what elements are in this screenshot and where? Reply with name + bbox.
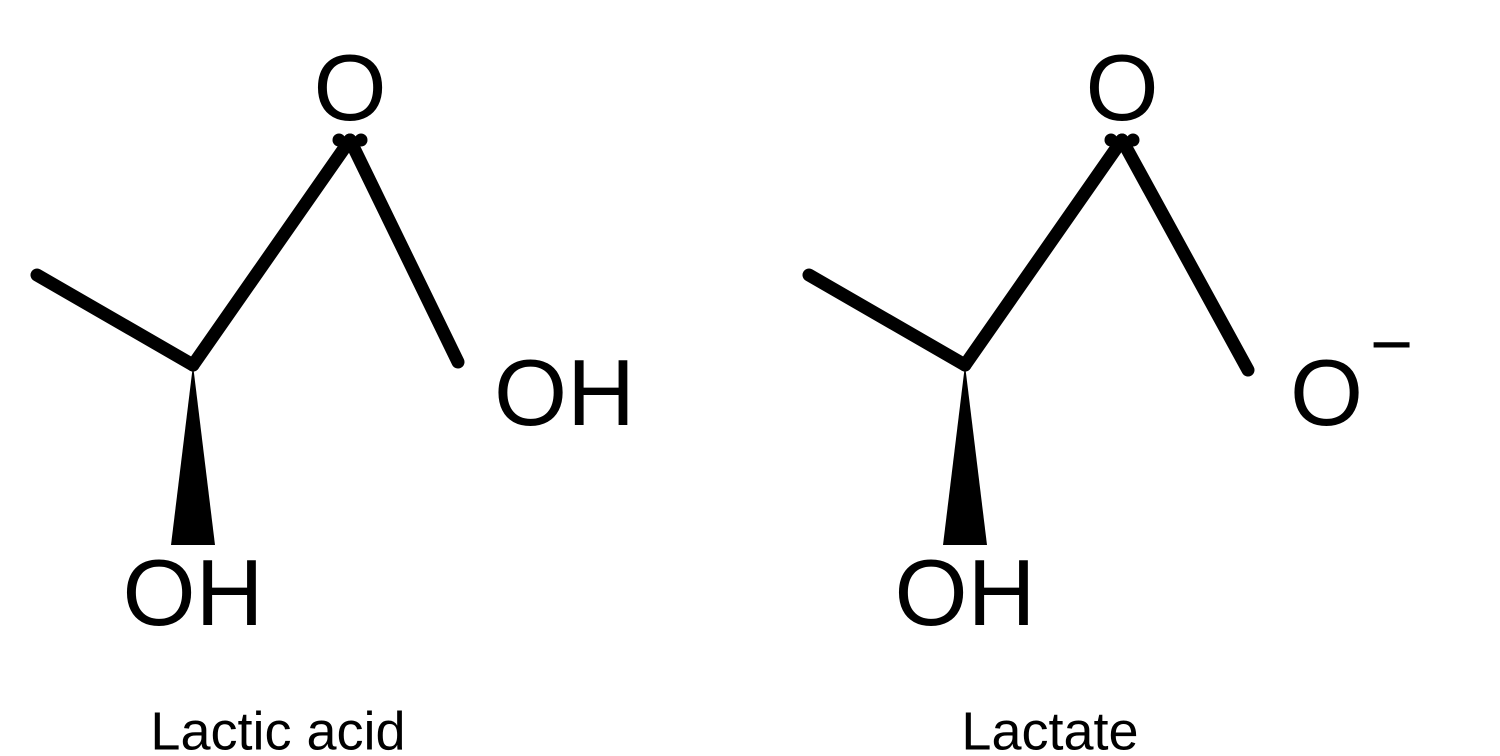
bond-c-top-c-mid <box>965 140 1122 365</box>
lactate: O O OH − Lactate <box>809 35 1413 756</box>
atom-O-double: O <box>313 35 386 140</box>
lactate-caption: Lactate <box>961 701 1138 756</box>
bond-c-top-o-right <box>350 140 458 362</box>
atom-OH-down: OH <box>895 540 1036 645</box>
bond-c-top-c-mid <box>193 140 350 365</box>
chemical-structure-diagram: O OH OH Lactic acid O O OH − Lactate <box>0 0 1500 756</box>
atom-O-right: OH <box>494 340 635 445</box>
bond-c-top-o-right <box>1122 140 1248 370</box>
wedge-bond <box>171 365 215 545</box>
atom-OH-down: OH <box>123 540 264 645</box>
atom-O-right: O <box>1290 340 1363 445</box>
lactic-acid-caption: Lactic acid <box>150 701 405 756</box>
atom-O-double: O <box>1085 35 1158 140</box>
wedge-bond <box>943 365 987 545</box>
bond-c-mid-ch3 <box>809 275 965 365</box>
bond-c-mid-ch3 <box>37 275 193 365</box>
lactic-acid: O OH OH Lactic acid <box>37 35 635 756</box>
negative-charge-icon: − <box>1370 303 1413 386</box>
